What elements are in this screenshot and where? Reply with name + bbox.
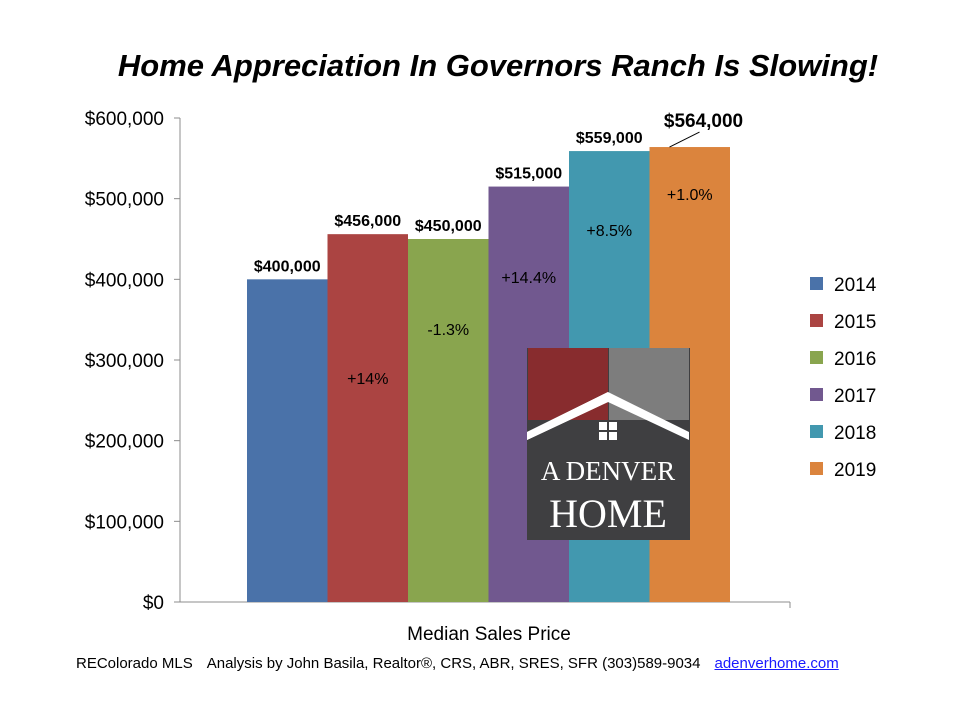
y-tick-label: $400,000 [85,270,164,291]
data-label-2014: $400,000 [254,258,321,275]
legend-label-2015: 2015 [834,312,876,333]
footer-link[interactable]: adenverhome.com [714,655,839,672]
legend-swatch-2016 [810,351,823,364]
legend-swatch-2019 [810,462,823,475]
change-label-2016: -1.3% [427,322,469,339]
a-denver-home-logo: A DENVER HOME [527,348,690,540]
data-label-2019: $564,000 [664,111,743,132]
legend-swatch-2015 [810,314,823,327]
legend-label-2018: 2018 [834,423,876,444]
legend-label-2017: 2017 [834,386,876,407]
y-tick-label: $500,000 [85,190,164,211]
x-axis-label: Median Sales Price [407,624,571,645]
data-label-2018: $559,000 [576,130,643,147]
window-icon [599,422,617,440]
legend-swatch-2018 [810,425,823,438]
chart-legend: 2014 2015 2016 2017 2018 2019 [810,275,877,481]
footer-source: REColorado MLS [76,655,193,672]
page-title: Home Appreciation In Governors Ranch Is … [117,48,879,83]
data-label-leader-line [669,131,700,148]
change-label-2017: +14.4% [501,270,556,287]
footer-analysis: Analysis by John Basila, Realtor®, CRS, … [206,655,701,672]
bar-2016 [408,239,489,602]
y-tick-label: $300,000 [85,351,164,372]
change-label-2018: +8.5% [586,223,632,240]
data-label-2015: $456,000 [334,213,401,230]
bar-2014 [247,279,328,602]
legend-swatch-2017 [810,388,823,401]
legend-label-2019: 2019 [834,460,876,481]
y-tick-label: $600,000 [85,109,164,130]
data-label-2016: $450,000 [415,218,482,235]
data-label-2017: $515,000 [495,166,562,183]
change-label-2019: +1.0% [667,187,713,204]
y-tick-label: $100,000 [85,512,164,533]
logo-line-1: A DENVER [541,456,675,486]
y-tick-label: $200,000 [85,432,164,453]
change-label-2015: +14% [347,371,388,388]
chart-labels: $400,000 $456,000 +14% $450,000 -1.3% $515,00… [254,111,743,388]
footer: REColorado MLS Analysis by John Basila, R… [76,655,839,672]
bar-chart: $0 $100,000 $200,000 $300,000 $400,000 $500,0… [85,109,877,645]
chart-axes: $0 $100,000 $200,000 $300,000 $400,000 $500,0… [85,109,791,614]
y-tick-label: $0 [143,593,164,614]
bar-2015 [327,234,408,602]
legend-swatch-2014 [810,277,823,290]
legend-label-2016: 2016 [834,349,876,370]
legend-label-2014: 2014 [834,275,877,296]
logo-line-2: HOME [549,491,667,536]
